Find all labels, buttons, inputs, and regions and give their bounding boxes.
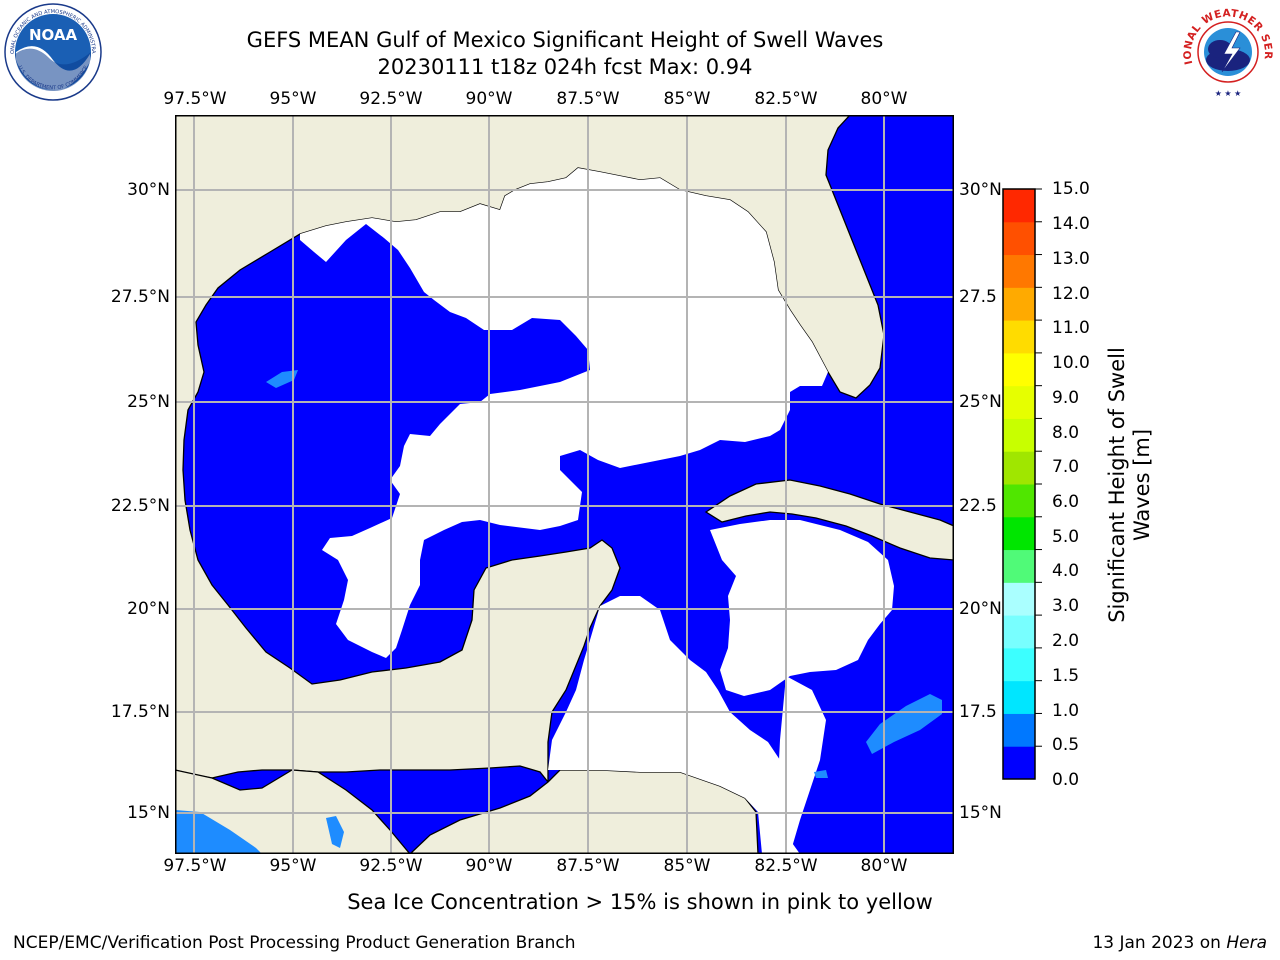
colorbar-segment <box>1003 189 1035 223</box>
lon-label-top: 87.5°W <box>556 89 620 109</box>
lat-label-left: 30°N <box>127 180 170 200</box>
lon-label-bottom: 90°W <box>465 856 513 876</box>
colorbar-segment <box>1003 221 1035 256</box>
swell-patch-mid <box>814 770 828 778</box>
lon-label-bottom: 80°W <box>860 856 908 876</box>
footer-date: 13 Jan 2023 on Hera <box>1092 933 1267 953</box>
colorbar-segment <box>1003 352 1035 387</box>
lon-label-top: 92.5°W <box>359 89 423 109</box>
noaa-logo: NOAA NATIONAL OCEANIC AND ATMOSPHERIC AD… <box>2 2 102 101</box>
colorbar-segment <box>1003 549 1035 583</box>
lon-label-top: 80°W <box>860 89 908 109</box>
colorbar-tick-label: 6.0 <box>1052 492 1080 512</box>
calm-region-gulf <box>300 168 828 658</box>
colorbar-tick-label: 3.0 <box>1052 596 1080 616</box>
lon-label-bottom: 92.5°W <box>359 856 423 876</box>
colorbar-tick-label: 9.0 <box>1052 388 1080 408</box>
colorbar-segment <box>1003 680 1035 714</box>
colorbar-segment <box>1003 713 1035 747</box>
calm-region-caribbean <box>548 596 800 854</box>
map-frame <box>175 115 954 854</box>
lon-label-top: 95°W <box>269 89 317 109</box>
lon-label-top: 90°W <box>465 89 513 109</box>
colorbar-tick-label: 13.0 <box>1052 249 1090 269</box>
lat-label-right: 17.5 <box>959 702 997 722</box>
colorbar-segment <box>1003 746 1035 780</box>
footer-host: Hera <box>1226 933 1267 953</box>
lat-label-right: 30°N <box>959 180 1002 200</box>
colorbar-tick-label: 4.0 <box>1052 561 1080 581</box>
colorbar-segment <box>1003 320 1035 354</box>
lon-label-bottom: 97.5°W <box>163 856 227 876</box>
colorbar-segment <box>1003 484 1035 518</box>
swell-patch-mid <box>175 810 262 854</box>
land-cuba <box>704 479 954 561</box>
colorbar-tick-label: 0.5 <box>1052 735 1080 755</box>
colorbar-tick-label: 14.0 <box>1052 214 1090 234</box>
colorbar-segment <box>1003 615 1035 649</box>
map-title: GEFS MEAN Gulf of Mexico Significant Hei… <box>246 28 884 52</box>
colorbar-tick-label: 12.0 <box>1052 284 1090 304</box>
map-plot <box>175 115 954 854</box>
colorbar-segment <box>1003 647 1035 682</box>
lon-label-top: 85°W <box>663 89 711 109</box>
lon-label-bottom: 82.5°W <box>754 856 818 876</box>
lon-label-bottom: 95°W <box>269 856 317 876</box>
lon-label-top: 82.5°W <box>754 89 818 109</box>
lat-label-right: 25°N <box>959 392 1002 412</box>
colorbar-segment <box>1003 287 1035 321</box>
colorbar-tick-label: 10.0 <box>1052 353 1090 373</box>
lat-label-left: 27.5°N <box>110 287 170 307</box>
colorbar <box>1002 188 1042 780</box>
lat-label-right: 22.5 <box>959 496 997 516</box>
colorbar-tick-label: 5.0 <box>1052 527 1080 547</box>
swell-patch-mid <box>326 816 344 848</box>
colorbar-tick-label: 0.0 <box>1052 770 1080 790</box>
lon-label-bottom: 87.5°W <box>556 856 620 876</box>
colorbar-segment <box>1003 451 1035 485</box>
lat-label-right: 20°N <box>959 599 1002 619</box>
sea-ice-note: Sea Ice Concentration > 15% is shown in … <box>347 890 933 914</box>
colorbar-tick-label: 7.0 <box>1052 457 1080 477</box>
colorbar-tick-label: 2.0 <box>1052 631 1080 651</box>
lat-label-left: 22.5°N <box>110 496 170 516</box>
colorbar-segment <box>1003 582 1035 616</box>
noaa-logo-text: NOAA <box>29 26 78 44</box>
lat-label-left: 20°N <box>127 599 170 619</box>
lon-label-top: 97.5°W <box>163 89 227 109</box>
colorbar-tick-label: 1.0 <box>1052 701 1080 721</box>
star-icon: ★ ★ ★ <box>1215 89 1242 98</box>
colorbar-segment <box>1003 418 1035 452</box>
swell-patch-mid <box>266 370 298 388</box>
colorbar-tick-label: 15.0 <box>1052 179 1090 199</box>
colorbar-tick-label: 11.0 <box>1052 318 1090 338</box>
nws-logo: NATIONAL WEATHER SERVICE ★ ★ ★ <box>1178 2 1274 98</box>
graticule <box>175 115 954 854</box>
colorbar-tick-label: 8.0 <box>1052 423 1080 443</box>
colorbar-tick-label: 1.5 <box>1052 666 1080 686</box>
colorbar-segment <box>1003 385 1035 419</box>
colorbar-segment <box>1003 516 1035 551</box>
lat-label-right: 15°N <box>959 803 1002 823</box>
lon-label-bottom: 85°W <box>663 856 711 876</box>
calm-region-east <box>770 676 826 854</box>
map-subtitle: 20230111 t18z 024h fcst Max: 0.94 <box>377 55 753 79</box>
lat-label-left: 15°N <box>127 803 170 823</box>
colorbar-segment <box>1003 254 1035 288</box>
lat-label-left: 25°N <box>127 392 170 412</box>
lat-label-right: 27.5 <box>959 287 997 307</box>
lat-label-left: 17.5°N <box>110 702 170 722</box>
footer-credit: NCEP/EMC/Verification Post Processing Pr… <box>13 933 576 953</box>
